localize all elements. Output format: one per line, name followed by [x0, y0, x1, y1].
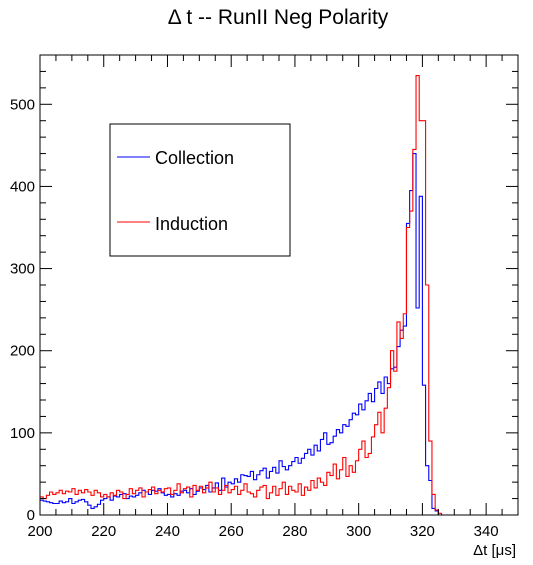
x-axis-label: Δt [μs] [473, 542, 516, 559]
legend-box [110, 124, 290, 256]
y-tick-label: 0 [27, 507, 35, 524]
x-tick-label: 260 [219, 523, 244, 540]
x-tick-label: 200 [27, 523, 52, 540]
y-tick-label: 200 [10, 343, 35, 360]
x-tick-label: 320 [410, 523, 435, 540]
chart-title: Δ t -- RunII Neg Polarity [168, 6, 389, 29]
x-tick-label: 280 [282, 523, 307, 540]
y-tick-label: 100 [10, 425, 35, 442]
y-tick-label: 400 [10, 178, 35, 195]
x-tick-label: 340 [474, 523, 499, 540]
legend-label-induction: Induction [155, 214, 228, 234]
x-tick-label: 300 [346, 523, 371, 540]
y-tick-label: 500 [10, 96, 35, 113]
x-tick-label: 220 [91, 523, 116, 540]
legend: Collection Induction [110, 124, 290, 256]
legend-label-collection: Collection [155, 148, 234, 168]
y-tick-label: 300 [10, 261, 35, 278]
x-tick-label: 240 [155, 523, 180, 540]
